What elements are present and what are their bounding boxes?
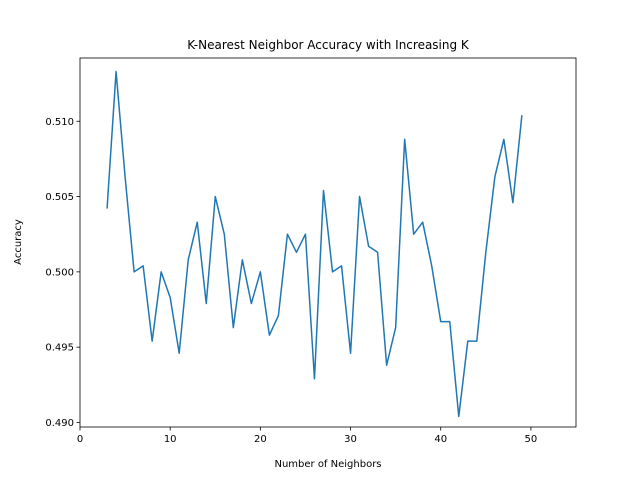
y-axis-label: Accuracy xyxy=(13,219,24,265)
chart-title: K-Nearest Neighbor Accuracy with Increas… xyxy=(187,38,470,52)
y-axis: 0.490 0.495 0.500 0.505 0.510 xyxy=(45,117,80,429)
plot-area xyxy=(106,70,523,418)
x-tick-label: 30 xyxy=(344,434,357,445)
x-axis: 0 10 20 30 40 50 xyxy=(77,427,537,445)
x-tick-label: 20 xyxy=(254,434,267,445)
y-tick-label: 0.495 xyxy=(45,343,74,354)
x-axis-label: Number of Neighbors xyxy=(274,459,381,470)
x-tick-label: 10 xyxy=(164,434,177,445)
y-tick-label: 0.500 xyxy=(45,267,74,278)
x-tick-label: 40 xyxy=(434,434,447,445)
x-tick-label: 50 xyxy=(525,434,538,445)
y-tick-label: 0.505 xyxy=(45,192,74,203)
series-line-0 xyxy=(106,70,523,418)
x-tick-label: 0 xyxy=(77,434,83,445)
y-tick-label: 0.490 xyxy=(45,418,74,429)
plot-frame xyxy=(79,57,577,428)
y-tick-label: 0.510 xyxy=(45,117,74,128)
